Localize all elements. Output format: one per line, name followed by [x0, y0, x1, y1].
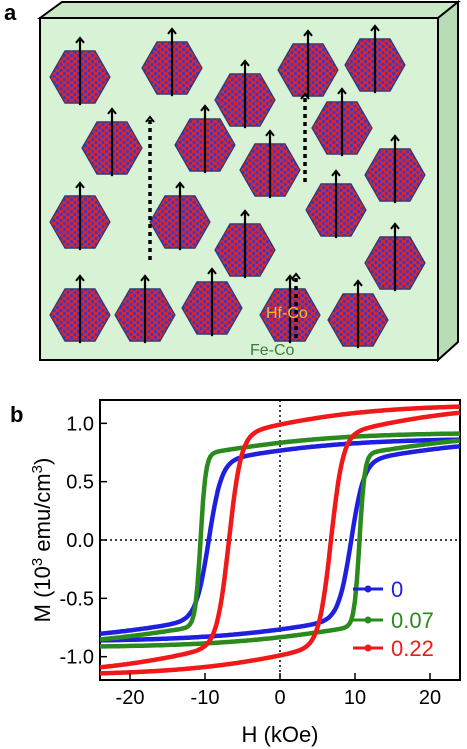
y-tick-label-4: -1.0 [60, 647, 94, 669]
series-0.07 [99, 431, 461, 649]
curve-0.07-ascending [99, 438, 461, 649]
box-side-face [437, 0, 459, 363]
curve-0.07-descending [99, 431, 461, 642]
y-axis-title-part-5: ) [30, 458, 55, 465]
y-tick-label-2: 0.0 [66, 530, 94, 552]
grain-6 [174, 104, 236, 174]
panel-b-chart: b -20 -10 0 10 20 1.0 0.5 0.0 -0.5 -1.0 H (kOe) M… [10, 399, 461, 747]
grain-15 [49, 274, 111, 344]
legend-marker-1 [364, 616, 372, 624]
grain-1 [141, 27, 203, 97]
y-axis-title-part-4: 3 [29, 465, 46, 473]
legend-label-0: 0 [391, 577, 403, 602]
grain-4 [344, 24, 406, 94]
legend-marker-2 [364, 644, 372, 652]
grain-5 [81, 107, 143, 177]
grain-3 [277, 29, 339, 99]
curve-0-ascending [99, 444, 461, 643]
grain-2 [214, 59, 276, 129]
legend: 0 0.07 0.22 [353, 577, 434, 661]
y-axis-title-part-1: M (10 [30, 566, 55, 622]
grain-13 [214, 209, 276, 279]
x-tick-label-2: 0 [274, 687, 285, 709]
x-tick-label-1: -10 [191, 687, 220, 709]
grain-10 [49, 181, 111, 251]
curve-0.22-descending [99, 404, 461, 670]
panel-a-schematic: a Hf-Co Fe-Co [4, 0, 461, 363]
grain-0 [49, 36, 111, 106]
x-tick-label-0: -20 [116, 687, 145, 709]
grain-9 [364, 134, 426, 204]
box-top-face [36, 0, 461, 19]
fe-co-label: Fe-Co [250, 342, 295, 359]
hf-co-label: Hf-Co [266, 305, 308, 322]
y-axis-title: M (103 emu/cm3) [29, 458, 56, 623]
axis-ticks [100, 422, 431, 680]
legend-label-1: 0.07 [391, 608, 434, 633]
zero-lines [100, 400, 460, 680]
grain-7 [311, 87, 373, 157]
curve-0-descending [99, 437, 461, 636]
y-tick-label-3: -0.5 [60, 588, 94, 610]
legend-marker-0 [364, 585, 372, 593]
series-0.22 [99, 404, 461, 676]
legend-label-2: 0.22 [391, 636, 434, 661]
dotted-arrows [145, 92, 310, 338]
x-tick-label-4: 20 [419, 687, 441, 709]
grain-14 [364, 222, 426, 292]
grain-18 [259, 274, 321, 344]
grain-11 [149, 181, 211, 251]
panel-a-letter: a [4, 0, 17, 25]
grain-17 [181, 267, 243, 337]
grains [49, 24, 426, 349]
y-tick-label-1: 0.5 [66, 472, 94, 494]
legend-entry-2: 0.22 [353, 636, 434, 661]
y-tick-label-0: 1.0 [66, 413, 94, 435]
grain-16 [114, 274, 176, 344]
curve-0.22-ascending [99, 410, 461, 676]
y-axis-title-part-3: emu/cm [30, 473, 55, 557]
panel-b-letter: b [10, 402, 23, 427]
x-tick-label-3: 10 [344, 687, 366, 709]
grain-19 [327, 279, 389, 349]
series-0 [99, 437, 461, 643]
legend-entry-1: 0.07 [353, 608, 434, 633]
grain-12 [305, 169, 367, 239]
y-axis-title-part-2: 3 [29, 558, 46, 566]
hysteresis-curves [99, 404, 461, 676]
x-axis-title: H (kOe) [242, 722, 319, 747]
tick-labels: -20 -10 0 10 20 1.0 0.5 0.0 -0.5 -1.0 [60, 413, 442, 709]
grain-8 [239, 129, 301, 199]
legend-entry-0: 0 [353, 577, 403, 602]
